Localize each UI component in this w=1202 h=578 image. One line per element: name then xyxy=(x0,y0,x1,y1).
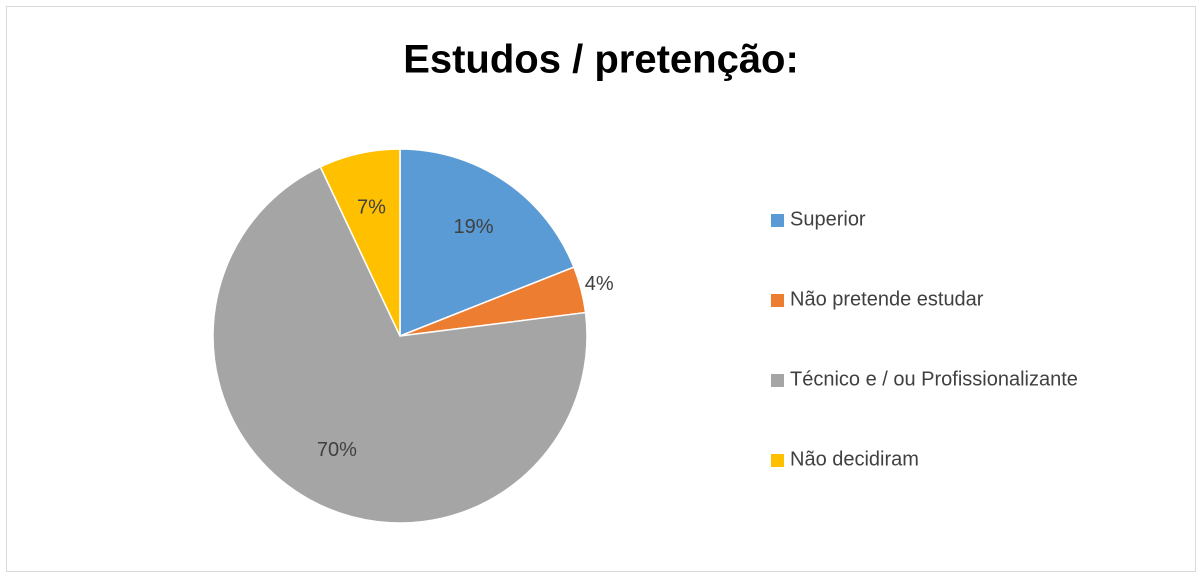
legend-swatch xyxy=(771,374,784,387)
data-label: 19% xyxy=(454,216,494,238)
data-label: 4% xyxy=(585,273,614,295)
data-label: 70% xyxy=(317,439,357,461)
legend-swatch xyxy=(771,454,784,467)
pie-slice xyxy=(212,165,588,524)
pie-slice xyxy=(399,148,575,338)
pie-slice xyxy=(319,148,401,337)
chart-border xyxy=(6,6,1196,572)
legend-swatch xyxy=(771,214,784,227)
legend-label: Superior xyxy=(790,208,866,230)
chart-title: Estudos / pretenção: xyxy=(403,38,799,82)
legend-swatch xyxy=(771,294,784,307)
legend-label: Não decidiram xyxy=(790,448,919,470)
legend-label: Técnico e / ou Profissionalizante xyxy=(790,368,1078,390)
data-label: 7% xyxy=(357,197,386,219)
legend-label: Não pretende estudar xyxy=(790,288,984,310)
